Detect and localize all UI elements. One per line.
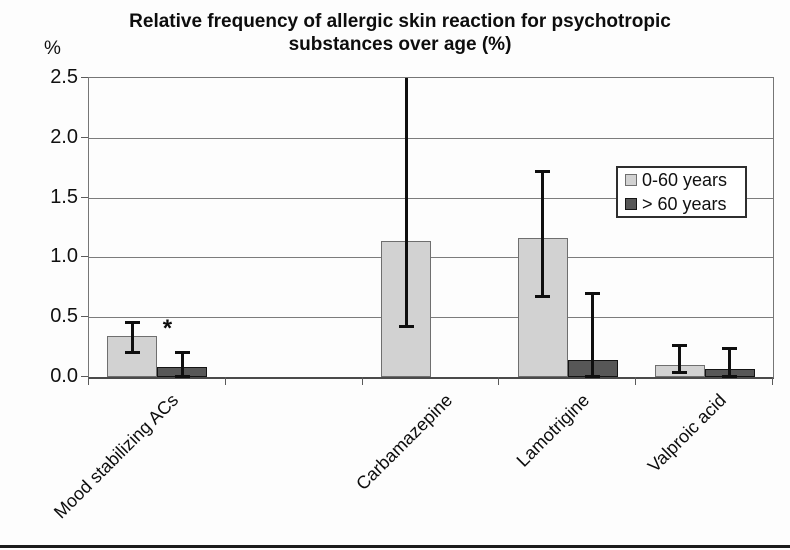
x-category-label-lamotrigine: Lamotrigine bbox=[512, 390, 593, 471]
error-bar-line bbox=[404, 78, 408, 327]
error-bar-cap-top bbox=[124, 320, 140, 324]
legend-swatch-light-icon bbox=[625, 174, 637, 186]
x-tick-mark-4 bbox=[635, 377, 636, 385]
gridline-2.0 bbox=[89, 137, 773, 139]
error-bar-line bbox=[541, 171, 545, 297]
bar-0-60-years-mood-stabilizing-acs bbox=[107, 336, 158, 377]
y-tick-label-0.0: 0.0 bbox=[50, 365, 78, 387]
error-bar-cap-top bbox=[722, 347, 738, 351]
y-tick-mark-2.0 bbox=[81, 136, 88, 138]
scan-edge-line bbox=[0, 545, 790, 548]
x-tick-mark-1 bbox=[225, 377, 226, 385]
error-bar-line bbox=[130, 322, 134, 354]
chart-title-line2: substances over age (%) bbox=[288, 34, 512, 55]
gridline-1.5 bbox=[89, 197, 773, 199]
y-tick-label-0.5: 0.5 bbox=[50, 305, 78, 328]
error-bar-cap-bottom bbox=[124, 351, 140, 355]
error-bar-cap-bottom bbox=[585, 375, 601, 378]
y-tick-label-1.0: 1.0 bbox=[50, 245, 78, 268]
y-tick-label-2.5: 2.5 bbox=[50, 66, 78, 88]
legend-label-0-60-years: 0-60 years bbox=[642, 169, 728, 190]
error-bar-cap-bottom bbox=[672, 371, 688, 375]
error-bar-cap-bottom bbox=[722, 375, 738, 378]
y-tick-label-1.5: 1.5 bbox=[50, 185, 78, 208]
error-bar-cap-top bbox=[672, 343, 688, 347]
y-tick-label-2.0: 2.0 bbox=[50, 125, 78, 148]
error-bar-line bbox=[591, 293, 595, 377]
x-category-label-mood-stabilizing-acs: Mood stabilizing ACs bbox=[50, 390, 183, 523]
x-tick-mark-3 bbox=[498, 377, 499, 385]
plot-area bbox=[88, 77, 774, 379]
error-bar-cap-top bbox=[585, 292, 601, 296]
error-bar-cap-bottom bbox=[174, 375, 190, 378]
error-bar-line bbox=[728, 348, 732, 377]
chart-title-line1: Relative frequency of allergic skin reac… bbox=[129, 11, 671, 32]
x-category-label-valproic-acid: Valproic acid bbox=[643, 390, 730, 477]
y-tick-mark-0.0 bbox=[81, 376, 88, 377]
error-bar-cap-top bbox=[174, 350, 190, 354]
y-tick-mark-1.5 bbox=[81, 196, 88, 198]
x-category-label-carbamazepine: Carbamazepine bbox=[352, 390, 457, 494]
error-bar-cap-top bbox=[535, 170, 551, 174]
legend-item-0-60-years: 0-60 years bbox=[625, 170, 745, 191]
significance-asterisk: * bbox=[162, 314, 173, 342]
x-tick-mark-5 bbox=[772, 377, 773, 385]
error-bar-line bbox=[678, 344, 682, 374]
gridline-0.5 bbox=[89, 317, 773, 319]
y-tick-mark-2.5 bbox=[81, 77, 88, 78]
y-tick-mark-0.5 bbox=[81, 316, 88, 318]
y-tick-mark-1.0 bbox=[81, 256, 88, 258]
chart-title: Relative frequency of allergic skin reac… bbox=[55, 10, 745, 56]
legend-item-over-60-years: > 60 years bbox=[625, 194, 745, 215]
legend-box: 0-60 years > 60 years bbox=[616, 166, 747, 218]
error-bar-line bbox=[180, 351, 184, 377]
legend-label-over-60-years: > 60 years bbox=[642, 193, 727, 214]
error-bar-cap-bottom bbox=[398, 324, 414, 328]
x-tick-mark-0 bbox=[88, 377, 89, 385]
legend-swatch-dark-icon bbox=[625, 198, 637, 210]
y-axis-unit-label: % bbox=[44, 38, 61, 59]
x-tick-mark-2 bbox=[362, 377, 363, 385]
gridline-1.0 bbox=[89, 257, 773, 259]
error-bar-cap-bottom bbox=[535, 294, 551, 298]
